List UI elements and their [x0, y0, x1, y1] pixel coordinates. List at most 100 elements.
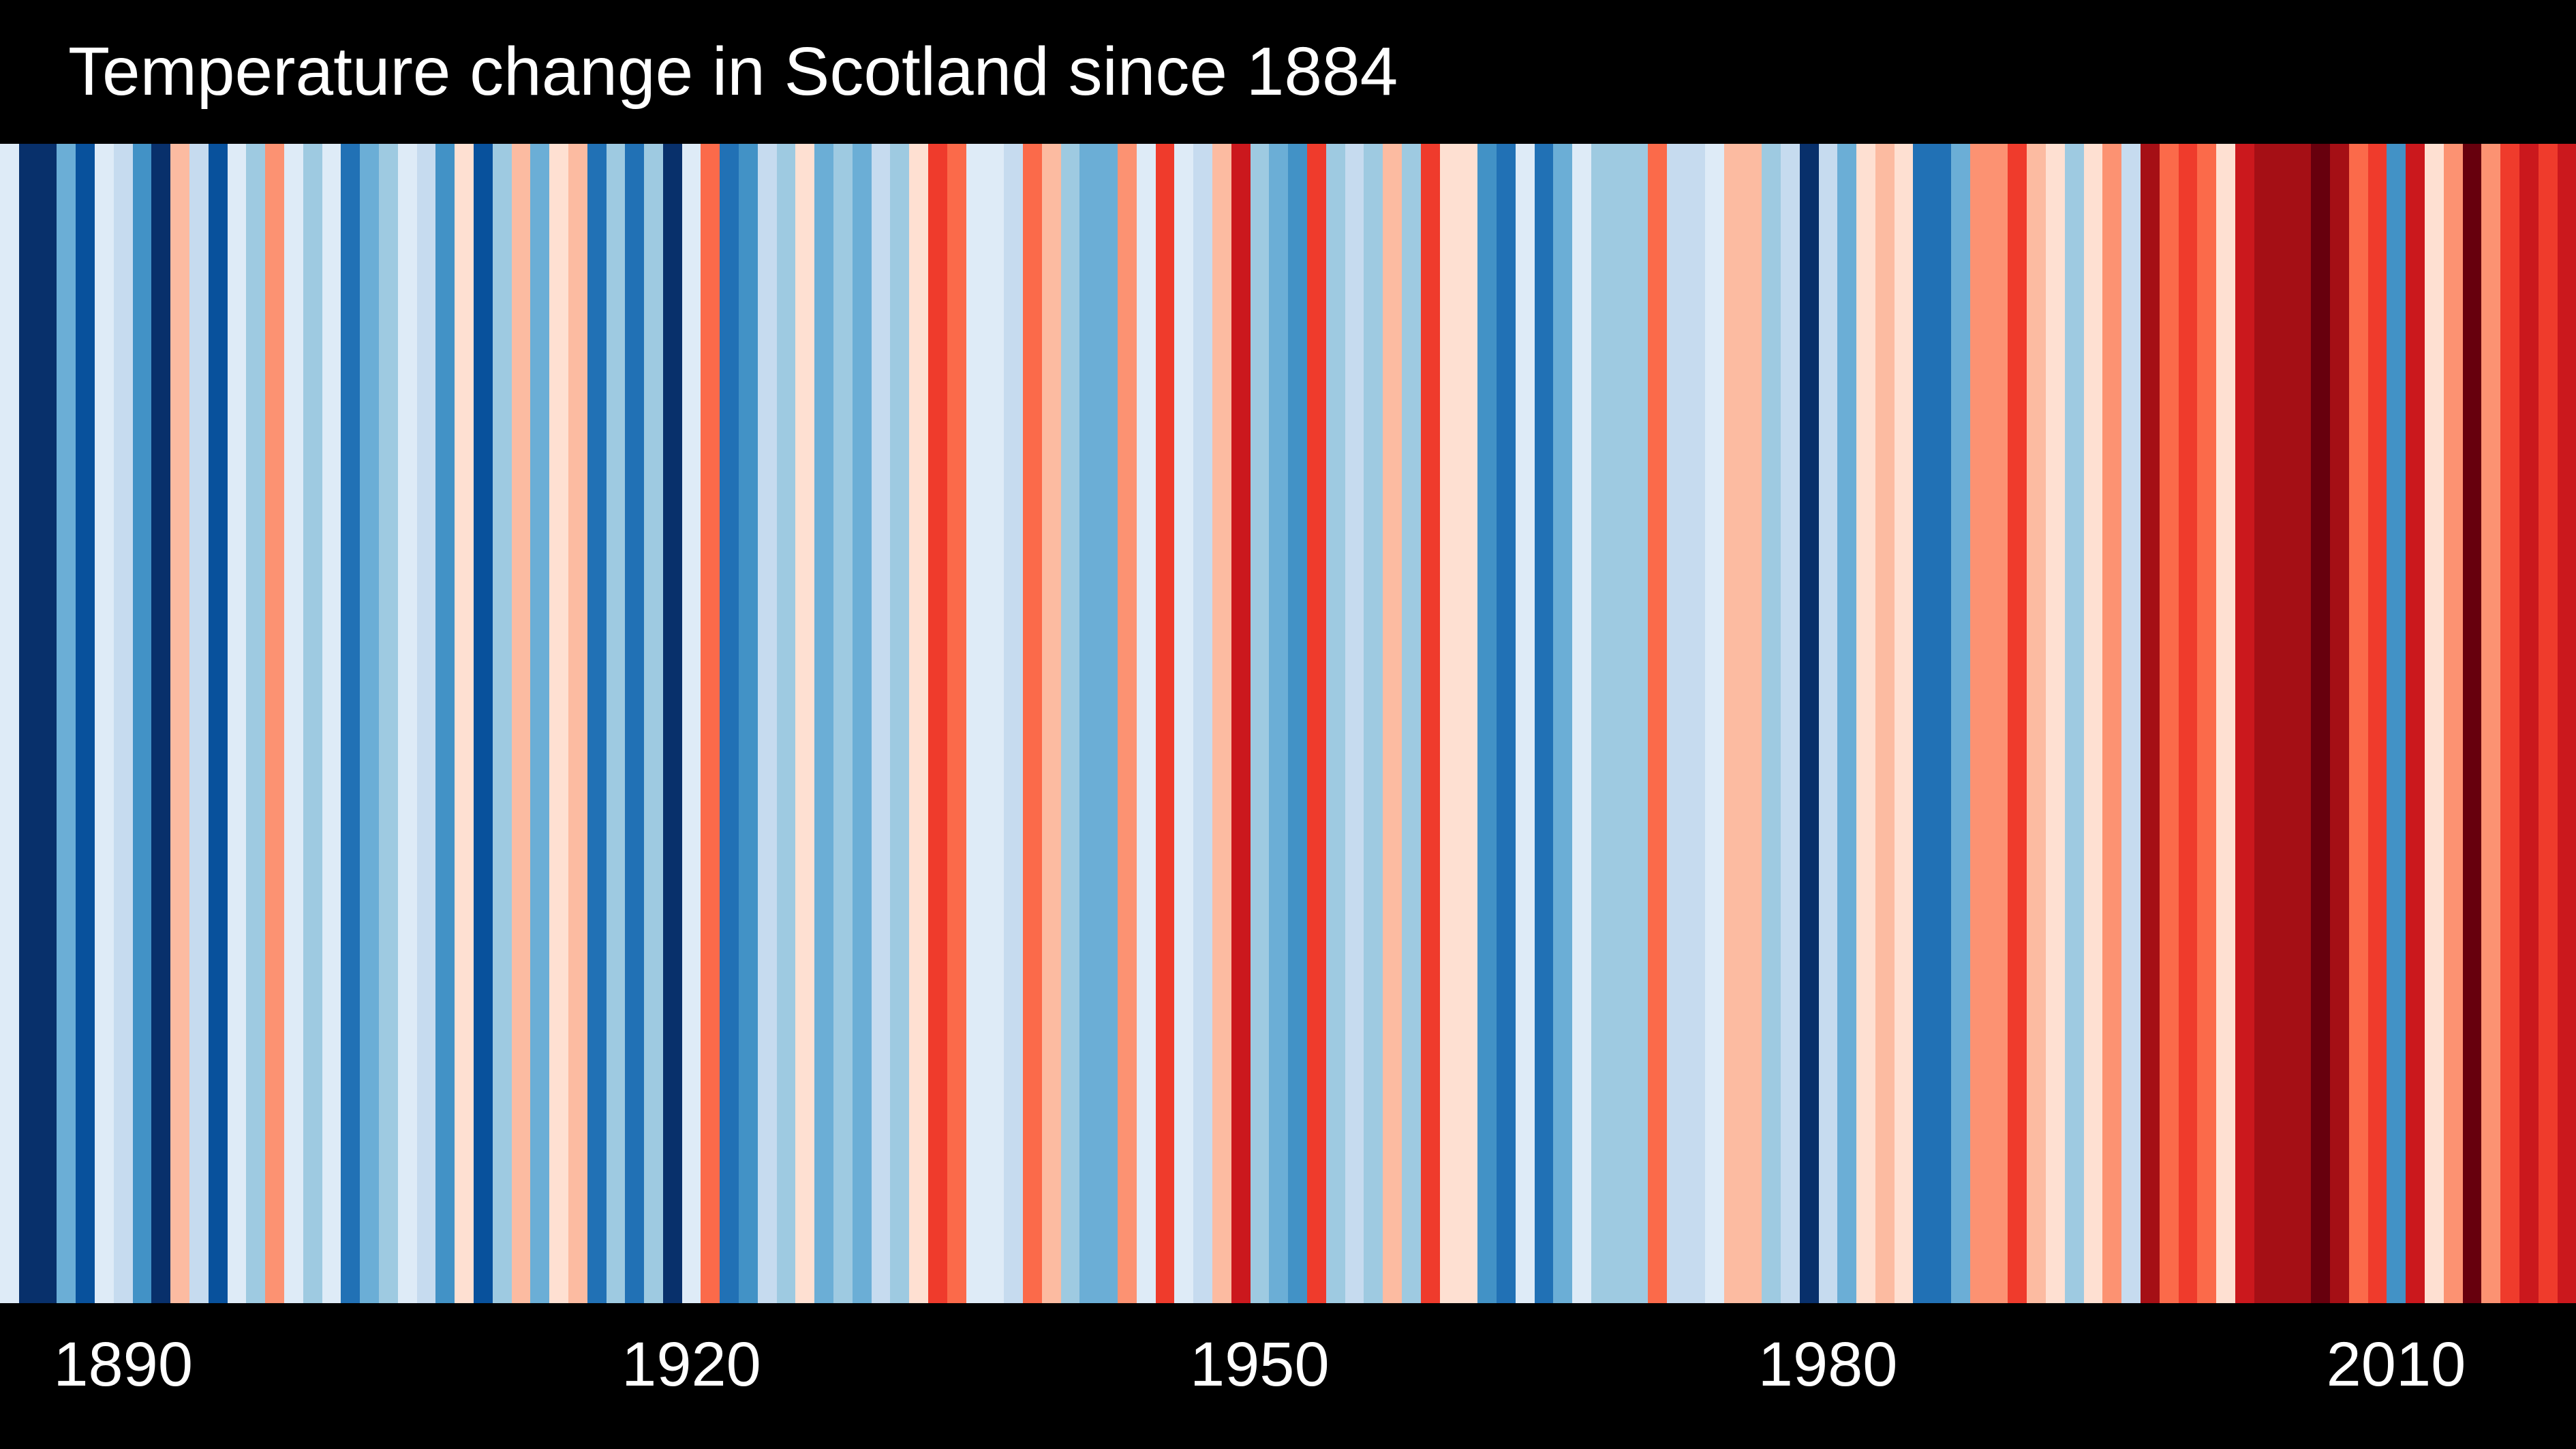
stripe-1913 — [549, 144, 568, 1303]
stripe-1956 — [1364, 144, 1383, 1303]
stripe-2016 — [2500, 144, 2519, 1303]
x-axis-tick-2010: 2010 — [2326, 1330, 2466, 1399]
stripe-1925 — [776, 144, 796, 1303]
stripe-1928 — [833, 144, 853, 1303]
stripe-1895 — [208, 144, 228, 1303]
stripe-2000 — [2197, 144, 2217, 1303]
x-axis-tick-1950: 1950 — [1189, 1330, 1330, 1399]
stripe-1963 — [1496, 144, 1516, 1303]
stripe-1973 — [1685, 144, 1705, 1303]
stripe-1984 — [1894, 144, 1914, 1303]
stripe-1932 — [909, 144, 929, 1303]
stripe-1941 — [1079, 144, 1099, 1303]
stripe-1918 — [644, 144, 663, 1303]
stripe-1887 — [57, 144, 76, 1303]
stripe-1965 — [1534, 144, 1554, 1303]
stripe-1949 — [1231, 144, 1251, 1303]
x-axis: 1890 1920 1950 1980 2010 — [0, 1303, 2576, 1449]
stripe-1893 — [170, 144, 189, 1303]
stripe-1911 — [511, 144, 531, 1303]
stripe-1995 — [2102, 144, 2122, 1303]
stripe-1986 — [1932, 144, 1952, 1303]
stripe-1920 — [681, 144, 701, 1303]
stripe-1951 — [1269, 144, 1289, 1303]
stripe-1914 — [568, 144, 587, 1303]
stripe-1954 — [1325, 144, 1345, 1303]
stripe-1915 — [587, 144, 607, 1303]
stripe-2010 — [2387, 144, 2406, 1303]
stripe-1982 — [1856, 144, 1875, 1303]
stripe-1884 — [0, 144, 19, 1303]
stripe-1912 — [530, 144, 550, 1303]
stripe-1957 — [1383, 144, 1402, 1303]
stripe-2012 — [2425, 144, 2444, 1303]
stripe-1962 — [1477, 144, 1497, 1303]
stripe-1924 — [757, 144, 777, 1303]
stripe-1891 — [132, 144, 152, 1303]
stripe-1905 — [397, 144, 417, 1303]
stripe-2009 — [2367, 144, 2387, 1303]
stripe-1888 — [76, 144, 95, 1303]
stripe-1999 — [2178, 144, 2198, 1303]
stripe-1917 — [625, 144, 645, 1303]
stripe-1953 — [1306, 144, 1326, 1303]
stripe-2008 — [2348, 144, 2368, 1303]
stripe-1967 — [1572, 144, 1591, 1303]
stripe-1929 — [852, 144, 872, 1303]
stripe-1980 — [1818, 144, 1838, 1303]
stripe-1998 — [2159, 144, 2179, 1303]
stripe-1989 — [1989, 144, 2008, 1303]
stripe-1894 — [189, 144, 209, 1303]
stripe-2001 — [2216, 144, 2236, 1303]
stripe-1964 — [1515, 144, 1535, 1303]
stripe-1978 — [1780, 144, 1800, 1303]
stripe-1991 — [2027, 144, 2046, 1303]
stripe-1930 — [871, 144, 891, 1303]
stripe-1900 — [303, 144, 322, 1303]
stripe-1897 — [246, 144, 266, 1303]
stripe-1886 — [37, 144, 57, 1303]
stripe-1902 — [341, 144, 361, 1303]
stripe-2015 — [2481, 144, 2501, 1303]
stripe-1970 — [1629, 144, 1649, 1303]
stripe-2005 — [2292, 144, 2312, 1303]
stripe-1901 — [322, 144, 341, 1303]
stripe-2006 — [2311, 144, 2331, 1303]
stripe-1931 — [890, 144, 910, 1303]
stripe-1943 — [1118, 144, 1137, 1303]
stripe-1906 — [416, 144, 436, 1303]
stripe-1903 — [360, 144, 379, 1303]
stripe-1971 — [1648, 144, 1668, 1303]
stripe-1968 — [1591, 144, 1610, 1303]
stripe-1952 — [1288, 144, 1307, 1303]
stripe-1934 — [947, 144, 966, 1303]
x-axis-tick-1980: 1980 — [1758, 1330, 1898, 1399]
stripe-1907 — [435, 144, 455, 1303]
stripe-1927 — [814, 144, 834, 1303]
stripe-1942 — [1099, 144, 1118, 1303]
stripe-2003 — [2254, 144, 2273, 1303]
stripe-1975 — [1723, 144, 1743, 1303]
stripe-1959 — [1420, 144, 1440, 1303]
stripe-1899 — [283, 144, 303, 1303]
title-bar: Temperature change in Scotland since 188… — [0, 0, 2576, 144]
stripe-2007 — [2330, 144, 2349, 1303]
stripe-1938 — [1023, 144, 1042, 1303]
stripe-1977 — [1762, 144, 1781, 1303]
stripe-1950 — [1250, 144, 1270, 1303]
stripe-1890 — [113, 144, 133, 1303]
stripe-1937 — [1004, 144, 1024, 1303]
stripe-1992 — [2046, 144, 2065, 1303]
x-axis-tick-1920: 1920 — [622, 1330, 761, 1399]
stripe-1985 — [1913, 144, 1933, 1303]
stripe-1889 — [94, 144, 114, 1303]
stripe-2018 — [2538, 144, 2558, 1303]
stripe-1939 — [1041, 144, 1061, 1303]
stripe-1969 — [1610, 144, 1629, 1303]
stripe-1940 — [1060, 144, 1080, 1303]
stripe-1983 — [1875, 144, 1895, 1303]
stripe-1945 — [1155, 144, 1175, 1303]
stripe-1892 — [151, 144, 171, 1303]
stripe-1936 — [985, 144, 1005, 1303]
stripe-1919 — [662, 144, 682, 1303]
